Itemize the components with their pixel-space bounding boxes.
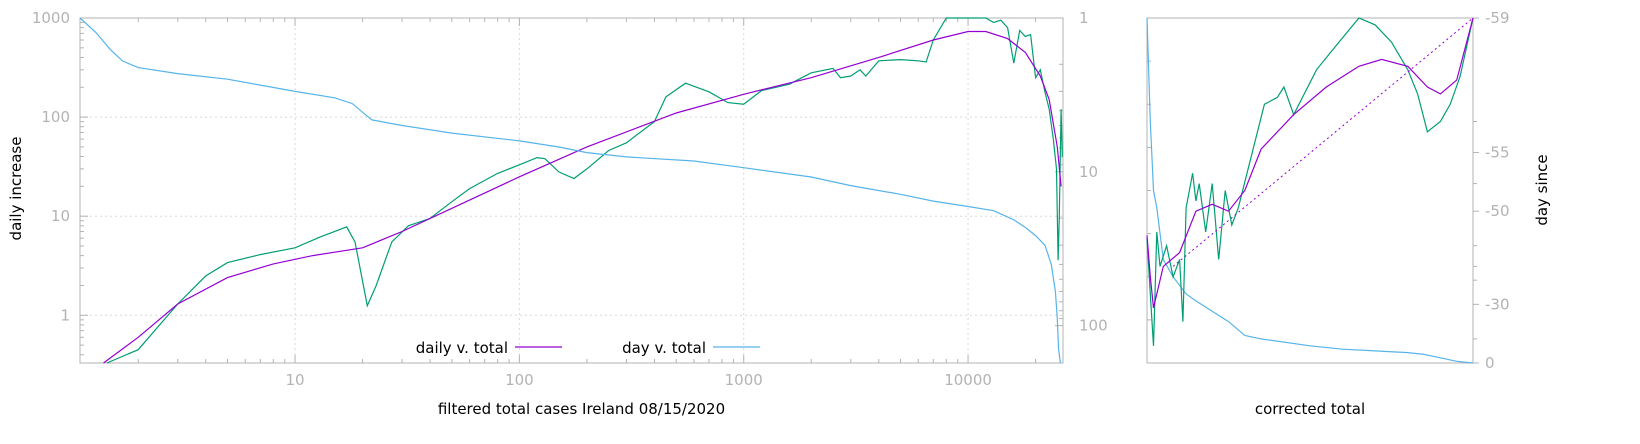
series-line-diagonal <box>1172 17 1474 267</box>
y2-tick-label: -59 <box>1485 9 1510 27</box>
x-axis-label: filtered total cases Ireland 08/15/2020 <box>438 400 725 418</box>
y-tick-label: 1000 <box>32 9 70 27</box>
x-tick-label: 10 <box>286 371 305 389</box>
series-line-daily_raw <box>106 17 1063 364</box>
y2-tick-label: -30 <box>1485 295 1510 313</box>
y2-axis-label: day since <box>1533 154 1551 225</box>
y-tick-label: 1 <box>60 306 70 324</box>
series-line-day <box>1146 17 1474 364</box>
y-tick-label: 10 <box>51 207 70 225</box>
plot-frame <box>79 17 1064 364</box>
x-tick-label: 1000 <box>725 371 763 389</box>
y2-tick-label: 100 <box>1079 317 1108 335</box>
y2-tick-label: 0 <box>1485 354 1495 372</box>
y2-tick-label: 10 <box>1079 163 1098 181</box>
series-line-daily_raw <box>1146 17 1474 346</box>
y-axis-label: daily increase <box>7 137 25 241</box>
x-tick-label: 10000 <box>944 371 992 389</box>
x-tick-label: 100 <box>505 371 534 389</box>
series-line-daily_smooth <box>103 30 1062 364</box>
series-line-daily_smooth <box>1146 17 1474 308</box>
x-axis-label-right: corrected total <box>1255 400 1365 418</box>
y-tick-label: 100 <box>41 108 70 126</box>
y2-tick-label: 1 <box>1079 9 1089 27</box>
series-line-day <box>79 17 1061 364</box>
legend-label: daily v. total <box>416 339 508 357</box>
legend-label: day v. total <box>622 339 706 357</box>
y2-tick-label: -55 <box>1485 144 1510 162</box>
y2-tick-label: -50 <box>1485 202 1510 220</box>
